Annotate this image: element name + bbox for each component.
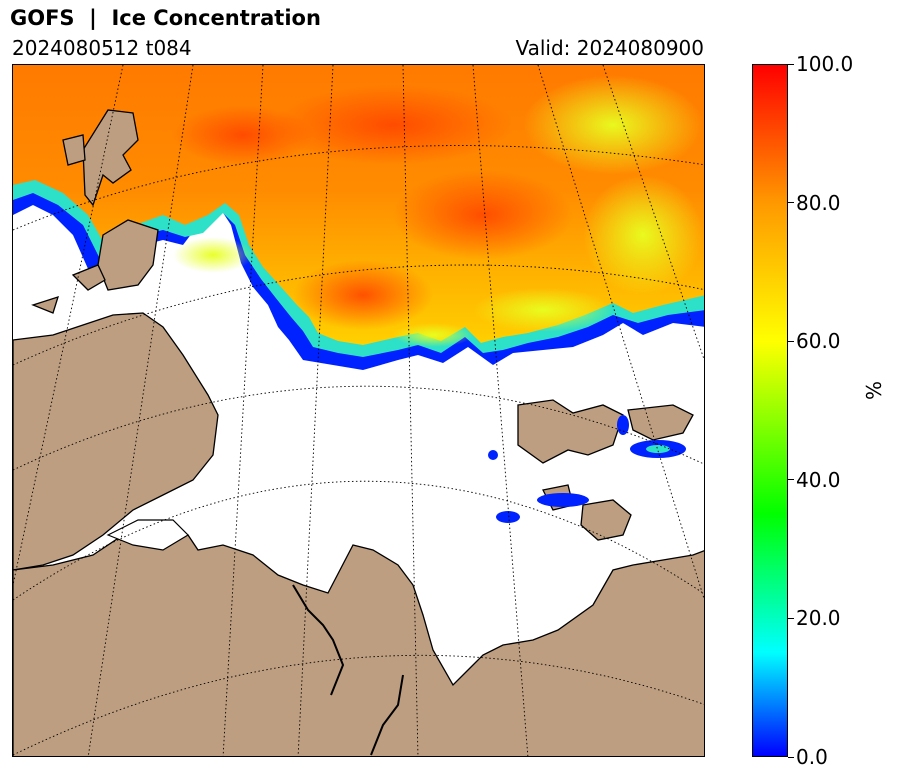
ice-patch bbox=[583, 175, 703, 295]
colorbar-tick bbox=[788, 202, 794, 204]
white-sea bbox=[106, 519, 189, 551]
land-russia bbox=[13, 526, 704, 756]
ice-patch bbox=[393, 323, 473, 347]
graticule bbox=[13, 65, 704, 756]
ice-patch bbox=[393, 170, 573, 260]
colorbar-tick-label: 0.0 bbox=[796, 745, 828, 769]
colorbar bbox=[752, 64, 788, 757]
ice-patch bbox=[293, 260, 433, 330]
colorbar-tick-label: 40.0 bbox=[796, 467, 841, 492]
river bbox=[370, 674, 404, 756]
land-islands-north bbox=[31, 109, 159, 314]
land-scandinavia bbox=[13, 312, 219, 571]
colorbar-unit-label: % bbox=[862, 380, 886, 400]
colorbar-tick bbox=[788, 63, 794, 65]
ice-patch bbox=[473, 288, 613, 332]
ice-patch bbox=[523, 75, 703, 175]
colorbar-tick-label: 20.0 bbox=[796, 606, 841, 631]
ice-patch bbox=[173, 105, 313, 165]
colorbar-tick bbox=[788, 479, 794, 481]
ice-patch bbox=[273, 85, 513, 165]
river bbox=[292, 584, 345, 696]
map-canvas bbox=[13, 65, 704, 756]
colorbar-tick-label: 60.0 bbox=[796, 329, 841, 354]
colorbar-tick bbox=[788, 340, 794, 342]
model-run-label: 2024080512 t084 bbox=[12, 36, 192, 60]
colorbar-tick-label: 100.0 bbox=[796, 52, 854, 76]
ice-patch bbox=[173, 237, 253, 273]
ice-scattered bbox=[646, 445, 670, 453]
colorbar-tick-label: 80.0 bbox=[796, 190, 841, 215]
colorbar-tick bbox=[788, 756, 794, 758]
land-novaya-zemlya bbox=[517, 399, 694, 541]
map-title: GOFS | Ice Concentration bbox=[10, 6, 321, 30]
ice-concentration-map[interactable] bbox=[12, 64, 705, 757]
colorbar-tick bbox=[788, 617, 794, 619]
valid-time-label: Valid: 2024080900 bbox=[515, 36, 704, 60]
